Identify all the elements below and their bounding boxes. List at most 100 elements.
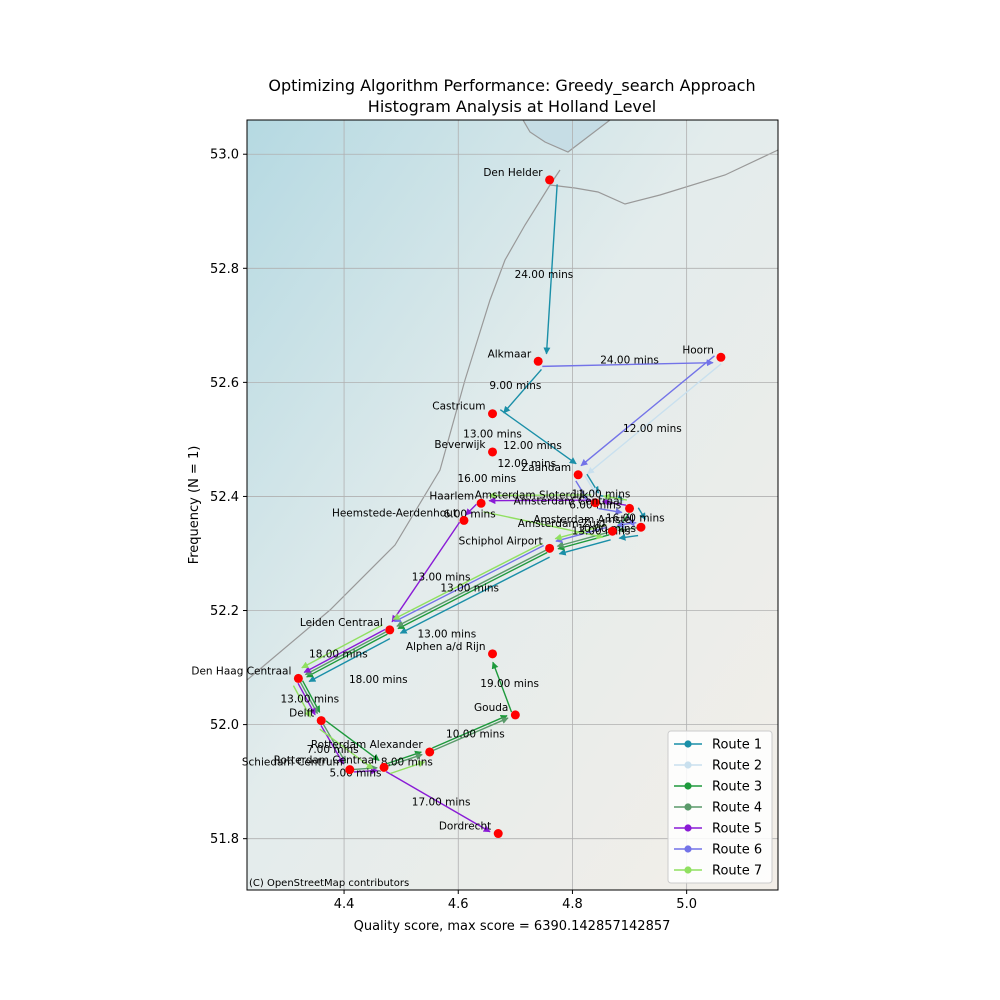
station-point xyxy=(316,716,326,726)
route-segment xyxy=(292,685,312,718)
route-segment xyxy=(598,507,623,515)
duration-label: 16.00 mins xyxy=(457,473,516,485)
route-segment xyxy=(390,760,426,775)
station-den-helder: Den Helder xyxy=(483,167,555,185)
station-markers: Den Helder Alkmaar Hoorn Castricum Beverwijk… xyxy=(191,167,726,839)
x-tick-label: 4.4 xyxy=(334,897,355,912)
route-segment xyxy=(543,184,558,355)
station-label: Rotterdam Alexander xyxy=(311,739,424,751)
station-label: Den Helder xyxy=(483,167,543,179)
route-segment xyxy=(637,507,646,521)
route-segment xyxy=(325,720,380,762)
station-amsterdam-amstel: Amsterdam Amstel xyxy=(533,514,646,532)
duration-label: 12.00 mins xyxy=(497,458,556,470)
route-segment xyxy=(602,493,627,501)
station-point xyxy=(385,625,395,635)
duration-label: 17.00 mins xyxy=(412,797,471,809)
y-tick-label: 52.4 xyxy=(210,490,239,505)
y-tick-label: 51.8 xyxy=(210,832,239,847)
duration-label: 10.00 mins xyxy=(446,729,505,741)
station-castricum: Castricum xyxy=(432,401,498,419)
station-label: Amsterdam Amstel xyxy=(533,514,634,526)
station-hoorn: Hoorn xyxy=(682,344,726,362)
station-point xyxy=(493,829,503,839)
station-gouda: Gouda xyxy=(474,702,520,720)
station-alphen-a-d-rijn: Alphen a/d Rijn xyxy=(406,641,498,659)
duration-label: 24.00 mins xyxy=(600,355,659,367)
legend-label: Route 7 xyxy=(712,864,762,879)
station-schiedam-centrum: Schiedam Centrum xyxy=(242,757,355,775)
route-segment xyxy=(301,624,383,669)
island-outline xyxy=(522,120,611,153)
duration-label: 11.00 mins xyxy=(572,489,631,501)
route-segment xyxy=(584,475,597,496)
route-segment xyxy=(320,725,345,765)
station-point xyxy=(607,526,617,536)
route-segment xyxy=(396,549,547,627)
station-label: Schiedam Centrum xyxy=(242,757,343,769)
plot-frame xyxy=(246,119,779,891)
station-label: Amsterdam Zuid xyxy=(518,518,606,530)
station-label: Alkmaar xyxy=(488,348,532,360)
route-segment xyxy=(392,542,543,620)
station-point xyxy=(510,710,520,720)
station-dordrecht: Dordrecht xyxy=(439,821,503,839)
station-point xyxy=(293,673,303,683)
route-segment xyxy=(306,633,388,678)
route-segment xyxy=(580,355,715,467)
route-segment xyxy=(555,526,608,543)
route-segment xyxy=(558,539,611,556)
duration-label: 19.00 mins xyxy=(480,678,539,690)
duration-label: 16.00 mins xyxy=(606,513,665,525)
station-label: Alphen a/d Rijn xyxy=(406,641,486,653)
legend-item-route-6: Route 6 xyxy=(674,843,762,858)
duration-label: 24.00 mins xyxy=(515,269,574,281)
route-segment xyxy=(617,526,638,534)
route-segment xyxy=(491,661,513,713)
station-point xyxy=(345,765,355,775)
legend-item-route-7: Route 7 xyxy=(674,864,762,879)
route-segment xyxy=(483,511,604,540)
legend-item-route-4: Route 4 xyxy=(674,801,762,816)
legend: Route 1 Route 2 Route 3 Route 4 Route 5 Route… xyxy=(667,730,773,884)
station-point xyxy=(488,409,498,419)
duration-label: 12.00 mins xyxy=(503,440,562,452)
station-label: Amsterdam Centraal xyxy=(514,495,623,507)
station-point xyxy=(459,515,469,525)
legend-swatch-marker xyxy=(684,761,692,769)
legend-box xyxy=(667,730,773,884)
station-point xyxy=(545,543,555,553)
route-route-5 xyxy=(297,497,627,833)
route-segment xyxy=(385,771,491,833)
route-segment xyxy=(618,533,639,541)
duration-label: 8.00 mins xyxy=(381,757,433,769)
route-segment xyxy=(488,491,592,499)
station-haarlem: Haarlem xyxy=(429,490,486,508)
station-leiden-centraal: Leiden Centraal xyxy=(300,617,395,635)
station-amsterdam-sloterdijk: Amsterdam Sloterdijk xyxy=(475,490,600,508)
station-point xyxy=(488,447,498,457)
station-label: Castricum xyxy=(432,401,485,413)
route-segment xyxy=(297,682,316,716)
duration-label: 13.00 mins xyxy=(440,583,499,595)
station-label: Zaandam xyxy=(521,462,571,474)
station-beverwijk: Beverwijk xyxy=(434,439,498,457)
route-segment xyxy=(303,628,386,673)
station-den-haag-centraal: Den Haag Centraal xyxy=(191,665,303,683)
route-segment xyxy=(353,767,379,775)
station-heemstede-aerdenhout: Heemstede-Aerdenhout xyxy=(332,507,469,525)
route-segment xyxy=(575,480,589,501)
route-segment xyxy=(616,520,637,528)
route-route-7 xyxy=(292,491,627,775)
legend-label: Route 4 xyxy=(712,801,762,816)
duration-label: 7.00 mins xyxy=(307,744,359,756)
route-segment xyxy=(319,728,374,770)
station-point xyxy=(625,503,635,513)
duration-label: 13.00 mins xyxy=(418,628,477,640)
station-point xyxy=(716,352,726,362)
legend-item-route-2: Route 2 xyxy=(674,759,762,774)
station-label: Beverwijk xyxy=(434,439,486,451)
route-route-4 xyxy=(299,526,638,772)
